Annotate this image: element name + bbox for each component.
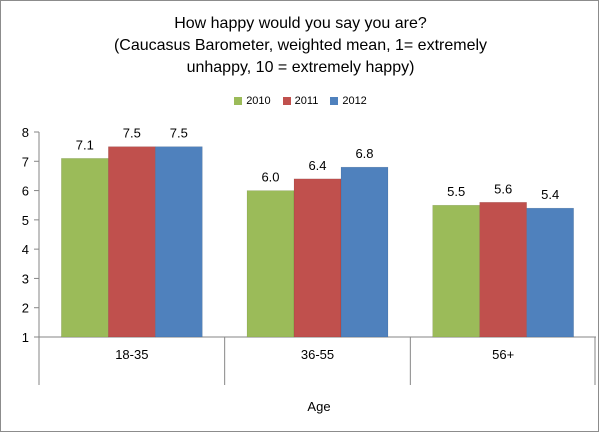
y-tick-label-6: 6: [22, 184, 29, 199]
data-label-2012-36-55: 6.8: [355, 146, 373, 161]
legend-swatch-2011: [282, 97, 291, 105]
data-label-2012-18-35: 7.5: [170, 126, 188, 141]
chart-legend: 2010 2011 2012: [1, 95, 599, 107]
data-label-2011-18-35: 7.5: [123, 126, 141, 141]
y-tick-label-2: 2: [22, 301, 29, 316]
data-label-2011-36-55: 6.4: [308, 158, 326, 173]
bar-2010-36-55: [246, 190, 295, 338]
data-label-2010-36-55: 6.0: [261, 170, 279, 185]
data-label-2011-56+: 5.6: [494, 181, 512, 196]
x-tick-label-36-55: 36-55: [301, 347, 334, 362]
legend-swatch-2010: [234, 97, 243, 105]
x-tick-label-18-35: 18-35: [115, 347, 148, 362]
x-axis-title: Age: [307, 399, 330, 414]
chart-title-line-3: unhappy, 10 = extremely happy): [186, 59, 415, 76]
y-tick-label-7: 7: [22, 154, 29, 169]
bar-2012-18-35: [155, 146, 203, 338]
x-tick-label-56+: 56+: [492, 347, 514, 362]
legend-label-2010: 2010: [246, 95, 271, 107]
chart-title-line-1: How happy would you say you are?: [174, 15, 427, 32]
bar-2012-56+: [526, 207, 574, 338]
bar-2011-36-55: [293, 178, 342, 338]
data-label-2010-18-35: 7.1: [76, 137, 94, 152]
y-tick-label-5: 5: [22, 213, 29, 228]
legend-label-2011: 2011: [294, 95, 319, 107]
bar-2012-36-55: [340, 166, 389, 338]
y-tick-label-3: 3: [22, 271, 29, 286]
y-tick-label-4: 4: [22, 242, 29, 257]
legend-item-2011: 2011: [282, 95, 319, 107]
bar-2010-56+: [432, 204, 480, 338]
legend-item-2012: 2012: [330, 95, 367, 107]
bar-2011-18-35: [108, 146, 156, 338]
data-label-2012-56+: 5.4: [541, 187, 559, 202]
plot-area: 1 2 3 4 5 6 7 8 7.1 7.5 7.5 18-35 6.0 6.4 6.8 36-55 5.5 5…: [22, 125, 596, 385]
data-label-2010-56+: 5.5: [447, 184, 465, 199]
bar-2010-18-35: [61, 158, 109, 338]
legend-swatch-2012: [330, 97, 339, 105]
chart-title-line-2: (Caucasus Barometer, weighted mean, 1= e…: [113, 37, 488, 54]
legend-item-2010: 2010: [234, 95, 271, 107]
legend-label-2012: 2012: [342, 95, 367, 107]
bar-2011-56+: [479, 202, 527, 338]
y-tick-label-8: 8: [22, 125, 29, 140]
chart-title: How happy would you say you are? (Caucas…: [1, 13, 599, 79]
y-tick-label-1: 1: [22, 330, 29, 345]
